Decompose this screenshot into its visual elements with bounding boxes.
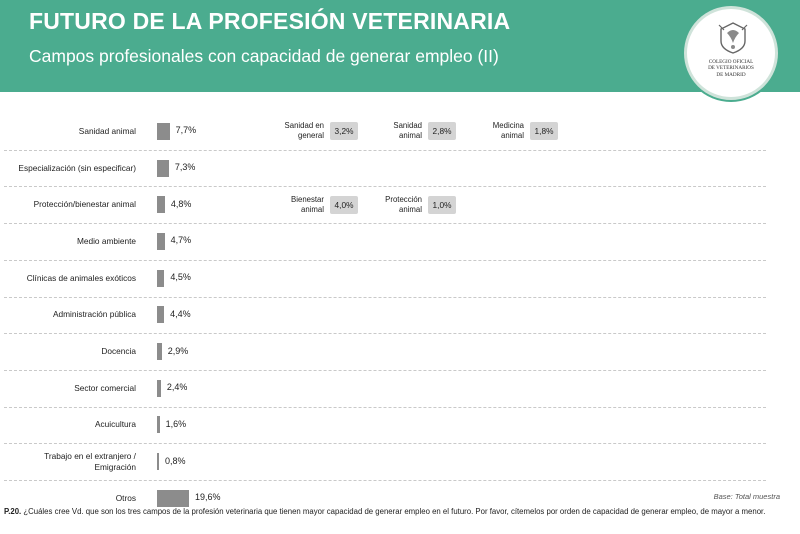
- breakdown-value: 1,8%: [530, 122, 558, 141]
- row-divider: [4, 480, 766, 481]
- value-label: 2,9%: [167, 345, 189, 356]
- breakdown-value: 3,2%: [330, 122, 358, 141]
- row-divider: [4, 443, 766, 445]
- value-label: 4,8%: [170, 198, 192, 209]
- row-divider: [4, 186, 766, 188]
- crest-icon: [718, 22, 748, 54]
- logo-text: COLEGIO OFICIAL DE VETERINARIOS DE MADRI…: [708, 59, 754, 78]
- header-banner: FUTURO DE LA PROFESIÓN VETERINARIA Campo…: [0, 0, 800, 92]
- value-label: 4,4%: [170, 308, 191, 319]
- value-label: 7,7%: [175, 125, 197, 136]
- value-label: 0,8%: [165, 455, 186, 466]
- breakdown-label: Medicina animal: [492, 121, 524, 141]
- bar: [157, 159, 169, 177]
- bar: [157, 306, 165, 324]
- breakdown-value: 1,0%: [428, 195, 456, 214]
- bar: [157, 122, 170, 140]
- college-logo: COLEGIO OFICIAL DE VETERINARIOS DE MADRI…: [684, 6, 778, 100]
- value-label: 1,6%: [165, 418, 187, 429]
- category-label: Administración pública: [52, 309, 136, 320]
- bar: [157, 196, 165, 214]
- breakdown-label: Bienestar animal: [291, 194, 324, 214]
- breakdown-label: Sanidad animal: [393, 121, 422, 141]
- category-label: Medio ambiente: [76, 235, 136, 246]
- page-subtitle: Campos profesionales con capacidad de ge…: [29, 46, 499, 66]
- value-label: 19,6%: [195, 492, 221, 503]
- bar: [157, 379, 161, 397]
- row-divider: [4, 296, 766, 298]
- value-label: 4,5%: [170, 272, 191, 283]
- breakdown-value: 2,8%: [428, 122, 456, 141]
- bar: [157, 269, 165, 287]
- category-label: Trabajo en el extranjero / Emigración: [44, 450, 136, 472]
- question-footnote: P.20. ¿Cuáles cree Vd. que son los tres …: [4, 507, 784, 517]
- page-title: FUTURO DE LA PROFESIÓN VETERINARIA: [29, 8, 511, 34]
- bar: [157, 489, 189, 507]
- bar: [157, 343, 162, 361]
- breakdown-label: Sanidad en general: [284, 121, 324, 141]
- category-label: Acuicultura: [94, 419, 136, 430]
- breakdown-value: 4,0%: [330, 195, 358, 214]
- row-divider: [4, 406, 766, 408]
- category-label: Docencia: [101, 346, 136, 357]
- category-label: Especialización (sin especificar): [18, 162, 136, 173]
- value-label: 7,3%: [174, 162, 196, 173]
- base-note: Base: Total muestra: [713, 492, 780, 501]
- footnote-prefix: P.20.: [4, 507, 22, 516]
- row-divider: [4, 333, 766, 335]
- breakdown-label: Protección animal: [385, 194, 422, 214]
- value-label: 2,4%: [166, 382, 188, 393]
- value-label: 4,7%: [170, 235, 192, 246]
- category-label: Protección/bienestar animal: [33, 199, 136, 210]
- bar: [157, 453, 159, 471]
- bar: [157, 416, 160, 434]
- category-label: Otros: [115, 492, 136, 503]
- bar: [157, 232, 165, 250]
- row-divider: [4, 149, 766, 151]
- category-label: Clínicas de animales exóticos: [26, 272, 136, 283]
- row-divider: [4, 259, 766, 261]
- row-divider: [4, 369, 766, 371]
- category-label: Sanidad animal: [78, 125, 136, 136]
- category-label: Sector comercial: [74, 382, 136, 393]
- footnote-text: ¿Cuáles cree Vd. que son los tres campos…: [21, 507, 766, 516]
- row-divider: [4, 223, 766, 225]
